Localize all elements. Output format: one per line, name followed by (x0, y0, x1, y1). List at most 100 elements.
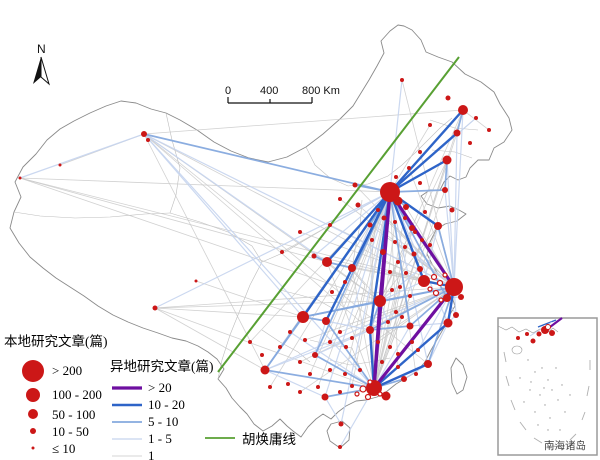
scale-bar (227, 97, 313, 104)
flow-edge (389, 109, 464, 193)
inset-island (541, 367, 543, 369)
inset-dash-line (510, 399, 516, 411)
city-node (400, 78, 404, 82)
legend-row: > 200 (18, 358, 108, 384)
scale-label-0: 0 (225, 85, 231, 97)
flow-edge (19, 177, 391, 193)
inset-island (544, 404, 546, 406)
inset-flow-edge (537, 319, 557, 328)
city-node (338, 390, 342, 394)
city-node (404, 271, 408, 275)
flow-edge (372, 300, 382, 389)
flow-edge (373, 246, 406, 389)
city-node (328, 223, 332, 227)
north-arrow-left (33, 57, 41, 84)
inset-city-node (530, 338, 536, 344)
inset-dash-line (505, 375, 510, 387)
flow-edge (143, 133, 371, 331)
flow-edge (389, 79, 403, 193)
city-node (322, 317, 330, 325)
city-node (386, 320, 390, 324)
city-node (366, 326, 374, 334)
city-node (381, 391, 391, 401)
city-node (414, 372, 418, 376)
city-node (352, 182, 358, 188)
city-node (424, 360, 432, 368)
city-node (338, 330, 342, 334)
inset-island (529, 389, 531, 391)
inset-hainan (511, 345, 523, 355)
flow-edge (389, 124, 431, 193)
flow-edge (377, 286, 455, 343)
legend-row: 10 - 20 (112, 396, 185, 412)
city-node (458, 294, 464, 300)
legend-row: 5 - 10 (112, 413, 179, 429)
flow-edge (373, 362, 429, 390)
flow-edge (302, 300, 381, 318)
city-node (394, 310, 398, 314)
city-node-ring (367, 379, 373, 385)
inset-island (534, 411, 536, 413)
city-node (376, 340, 380, 344)
city-node (393, 240, 397, 244)
legend-row: 1 - 5 (112, 430, 172, 446)
flow-edge (329, 191, 391, 343)
city-node (298, 230, 302, 234)
inset-label: 南海诸岛 (544, 439, 586, 452)
city-node (388, 345, 392, 349)
flow-edge (446, 159, 455, 288)
city-node (418, 181, 422, 185)
flow-edge (377, 209, 455, 288)
city-node (328, 340, 332, 344)
flow-edge (143, 133, 266, 371)
city-node-ring (354, 391, 360, 397)
city-node-ring (364, 393, 372, 401)
flow-edge (143, 133, 455, 288)
flow-edge (195, 280, 304, 318)
inset-island (564, 411, 566, 413)
flow-edge (388, 191, 426, 282)
flow-edge (264, 369, 375, 389)
city-node (374, 295, 386, 307)
city-node (423, 210, 427, 214)
city-node (453, 312, 459, 318)
city-node (408, 294, 412, 298)
city-node (396, 352, 400, 356)
city-node (58, 163, 62, 167)
city-node (380, 182, 400, 202)
city-node (286, 382, 290, 386)
city-node (355, 202, 361, 208)
city-node (288, 330, 292, 334)
city-node (141, 131, 147, 137)
inset-island (523, 401, 525, 403)
inset-city-node (536, 331, 542, 337)
city-node (316, 385, 320, 389)
flow-edge (389, 191, 448, 299)
flow-edge (302, 191, 391, 318)
city-node (278, 345, 282, 349)
city-node (298, 360, 302, 364)
flow-edge (453, 109, 464, 288)
hu-line-label: 胡焕庸线 (242, 432, 296, 447)
flow-edge (154, 307, 266, 371)
city-node-ring (427, 286, 433, 292)
city-node (410, 340, 414, 344)
city-node (406, 322, 414, 330)
city-node (338, 421, 344, 427)
inset-dash-line (503, 351, 507, 363)
city-node (418, 150, 422, 154)
city-node (268, 385, 272, 389)
city-node (330, 290, 334, 294)
inset-city-ring (545, 324, 551, 330)
city-node (312, 352, 318, 358)
inset-island (569, 394, 571, 396)
flow-edge (373, 325, 411, 389)
city-node (398, 285, 402, 289)
flow-edge (373, 286, 401, 389)
flow-edge (389, 191, 399, 368)
city-node (428, 243, 432, 247)
flow-edge (369, 286, 455, 331)
city-node (416, 348, 420, 352)
flow-edge (19, 177, 328, 263)
